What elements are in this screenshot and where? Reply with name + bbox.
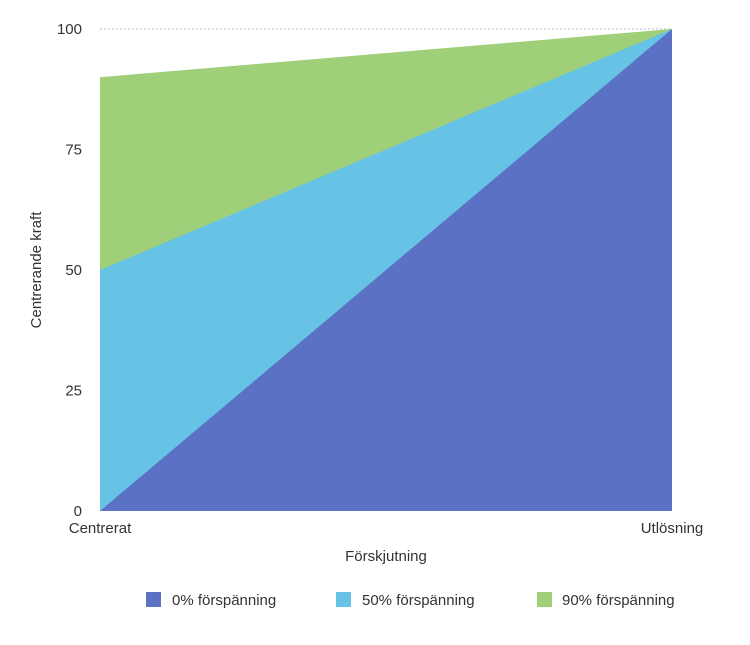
y-axis-ticks: 0 25 50 75 100 xyxy=(57,21,82,520)
y-tick-75: 75 xyxy=(65,142,82,159)
legend-label-0: 0% förspänning xyxy=(172,592,276,609)
legend-label-1: 50% förspänning xyxy=(362,592,475,609)
x-axis-label: Förskjutning xyxy=(345,548,427,565)
legend-item-0[interactable]: 0% förspänning xyxy=(146,592,276,609)
y-tick-50: 50 xyxy=(65,262,82,279)
legend-item-2[interactable]: 90% förspänning xyxy=(537,592,675,609)
area-series-group xyxy=(100,29,672,511)
area-0-f-rsp-nning[interactable] xyxy=(100,29,672,511)
x-tick-start: Centrerat xyxy=(69,520,132,537)
legend-swatch-1 xyxy=(336,592,351,607)
legend-label-2: 90% förspänning xyxy=(562,592,675,609)
y-tick-0: 0 xyxy=(74,503,82,520)
y-axis-label: Centrerande kraft xyxy=(28,211,45,329)
legend-swatch-0 xyxy=(146,592,161,607)
legend-item-1[interactable]: 50% förspänning xyxy=(336,592,475,609)
y-tick-25: 25 xyxy=(65,383,82,400)
x-tick-end: Utlösning xyxy=(641,520,704,537)
y-tick-100: 100 xyxy=(57,21,82,38)
legend: 0% förspänning 50% förspänning 90% försp… xyxy=(146,592,675,609)
legend-swatch-2 xyxy=(537,592,552,607)
